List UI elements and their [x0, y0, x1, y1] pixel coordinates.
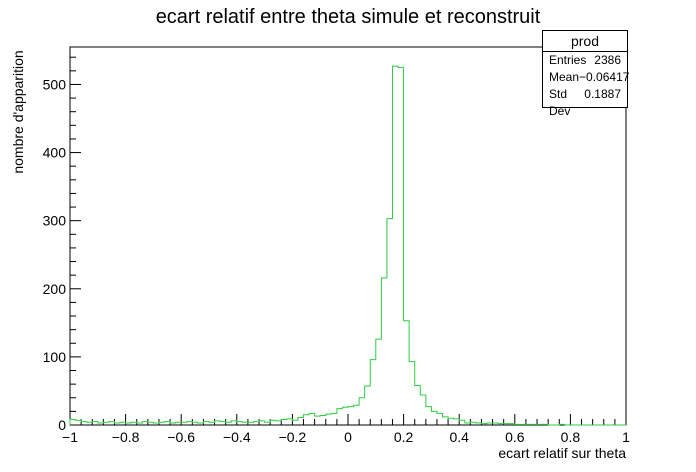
stats-value: 2386 [594, 53, 621, 67]
stats-row-stddev: Std Dev 0.1887 [543, 86, 627, 118]
x-axis: −1 −0.8 −0.6 −0.4 −0.2 0 0.2 0.4 0.6 0.8 1 [62, 414, 630, 445]
y-axis-label: nombre d'apparition [10, 50, 26, 173]
chart-title: ecart relatif entre theta simule et reco… [155, 6, 541, 28]
x-tick-label: 0.8 [561, 429, 581, 445]
x-axis-label: ecart relatif sur theta [498, 445, 626, 461]
stats-label: Mean [549, 70, 580, 84]
x-tick-label: −0.8 [112, 429, 140, 445]
x-tick-label: 0.4 [449, 429, 469, 445]
x-tick-label: 1 [622, 429, 630, 445]
stats-row-mean: Mean −0.06417 [543, 69, 630, 86]
y-tick-label: 400 [43, 145, 67, 161]
stats-row-entries: Entries 2386 [543, 52, 627, 69]
x-tick-label: 0 [344, 429, 352, 445]
x-tick-label: −0.6 [167, 429, 195, 445]
stats-value: 0.1887 [584, 87, 621, 101]
histogram-series [69, 65, 626, 426]
stats-title: prod [543, 31, 627, 52]
stats-label: Std Dev [549, 87, 571, 118]
stats-label: Entries [549, 53, 587, 67]
y-tick-label: 100 [43, 349, 67, 365]
x-tick-label: −0.2 [279, 429, 307, 445]
y-axis: 0 100 200 300 400 500 [43, 56, 81, 433]
y-tick-label: 300 [43, 213, 67, 229]
x-tick-label: 0.2 [394, 429, 414, 445]
stats-value: −0.06417 [579, 70, 630, 84]
x-tick-label: 0.6 [505, 429, 525, 445]
x-tick-label: −1 [62, 429, 78, 445]
y-tick-label: 200 [43, 281, 67, 297]
y-tick-label: 0 [58, 417, 66, 433]
y-tick-label: 500 [43, 76, 67, 92]
stats-box: prod Entries 2386 Mean −0.06417 Std Dev … [542, 30, 630, 118]
x-tick-label: −0.4 [223, 429, 251, 445]
